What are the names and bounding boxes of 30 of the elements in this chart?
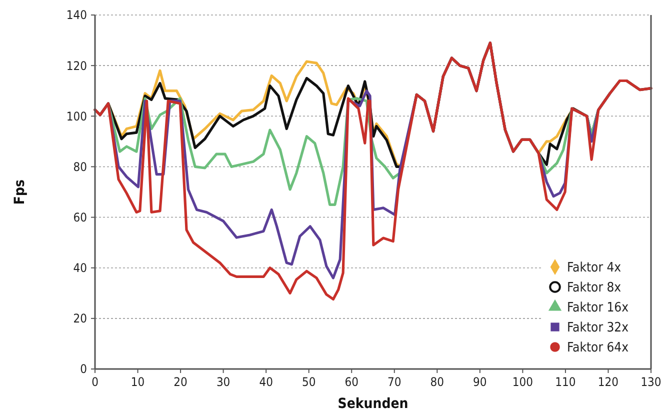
legend-label: Faktor 32x xyxy=(567,320,629,336)
y-tick-label: 60 xyxy=(73,210,88,224)
line-series xyxy=(94,42,652,301)
x-tick-label: 30 xyxy=(216,375,230,389)
y-tick-label: 120 xyxy=(66,58,88,73)
x-tick-label: 120 xyxy=(598,375,619,389)
y-tick-label: 40 xyxy=(73,261,88,276)
x-tick-label: 20 xyxy=(174,375,188,389)
x-tick-label: 0 xyxy=(92,375,99,389)
x-axis-title: Sekunden xyxy=(338,396,408,412)
legend-label: Faktor 16x xyxy=(567,300,629,316)
x-tick-label: 90 xyxy=(473,375,487,389)
y-axis-title: Fps xyxy=(12,179,28,205)
y-tick-label: 20 xyxy=(73,312,88,326)
x-tick-label: 50 xyxy=(302,375,316,389)
y-tick-label: 80 xyxy=(73,160,88,174)
legend-label: Faktor 8x xyxy=(567,280,622,296)
y-tick-label: 140 xyxy=(66,8,88,22)
x-tick-label: 130 xyxy=(640,375,662,389)
x-tick-label: 60 xyxy=(344,375,359,389)
legend-label: Faktor 64x xyxy=(567,340,629,356)
x-tick-label: 80 xyxy=(430,375,444,389)
x-tick-label: 70 xyxy=(388,375,402,389)
y-tick-label: 0 xyxy=(80,362,88,376)
x-tick-label: 100 xyxy=(512,375,534,389)
x-tick-label: 110 xyxy=(555,375,576,389)
y-tick-label: 100 xyxy=(66,109,88,124)
legend-label: Faktor 4x xyxy=(567,260,622,276)
x-tick-label: 10 xyxy=(130,375,145,389)
x-tick-label: 40 xyxy=(259,375,274,389)
